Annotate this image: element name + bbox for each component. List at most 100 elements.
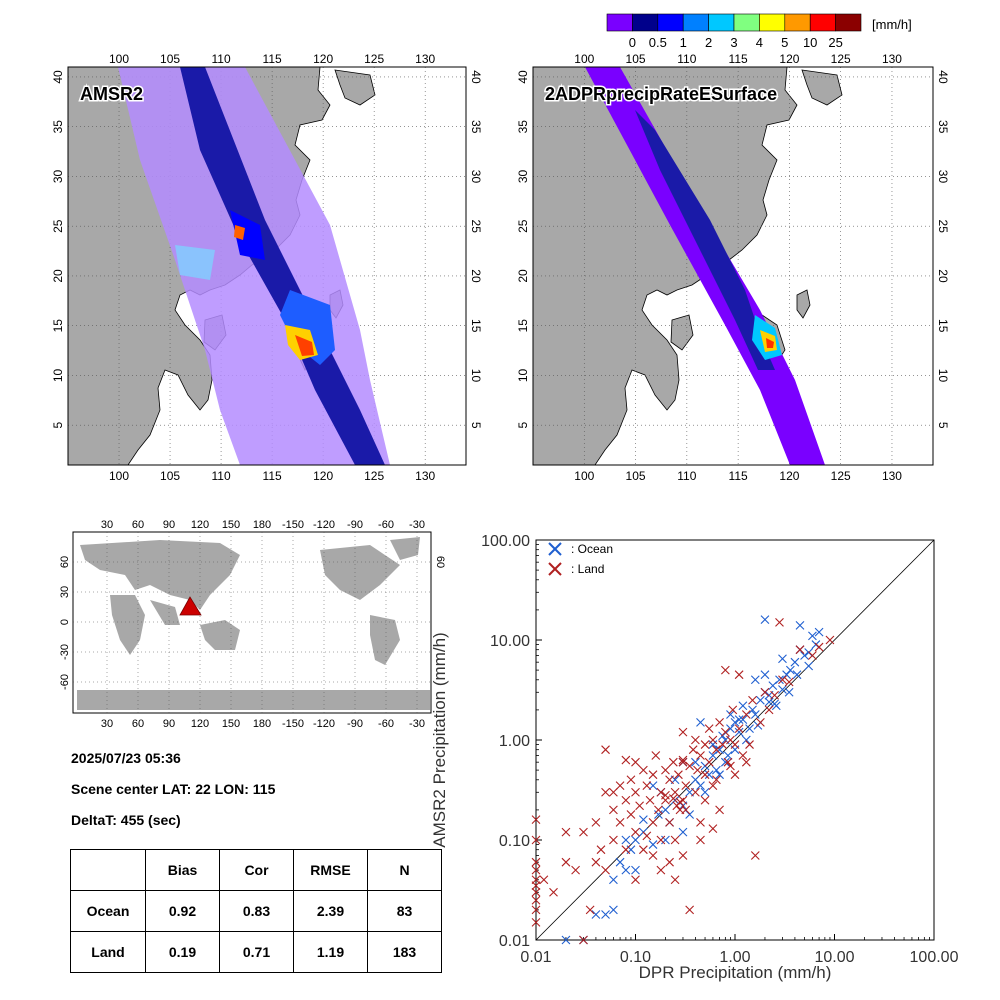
point-stroke	[668, 757, 678, 767]
land-point	[638, 845, 648, 855]
colorbar-tick-label: 1	[680, 35, 687, 50]
ocean-point	[661, 805, 670, 815]
stats-header-row: Bias Cor RMSE N	[70, 849, 442, 891]
point-stroke	[609, 835, 618, 845]
point-stroke	[741, 757, 751, 767]
point-stroke	[792, 670, 802, 680]
ocean-point	[631, 835, 640, 845]
point-stroke	[700, 740, 710, 749]
land-point	[734, 724, 744, 733]
ocean-point	[800, 651, 809, 660]
lon-tick-label: 115	[263, 52, 282, 66]
point-stroke	[621, 795, 631, 805]
point-stroke	[531, 895, 541, 905]
legend-marker-stroke	[548, 562, 562, 576]
legend-marker-stroke	[548, 542, 562, 556]
land-point	[704, 724, 714, 733]
land-point	[696, 751, 705, 760]
ocean-point	[790, 657, 800, 667]
ocean-point	[648, 781, 658, 790]
x-tick-label: 100.00	[910, 949, 959, 966]
point-stroke	[638, 815, 648, 824]
stats-header-cell: Cor	[219, 849, 294, 891]
point-stroke	[715, 770, 724, 780]
point-stroke	[726, 761, 735, 771]
point-stroke	[704, 757, 714, 767]
land-point	[549, 887, 558, 897]
point-stroke	[648, 851, 658, 860]
world-lat-ticks-left: 60 30 0 -30 -60	[59, 556, 71, 690]
ocean-point	[782, 670, 791, 680]
scene-center: Scene center LAT: 22 LON: 115	[71, 781, 276, 797]
ocean-point	[691, 757, 700, 767]
legend: : Ocean: Land	[548, 542, 613, 576]
ocean-point	[814, 627, 824, 637]
point-stroke	[648, 770, 658, 780]
lon-tick-label: 110	[212, 52, 231, 66]
land-point	[748, 695, 757, 705]
stats-cell: 0.92	[145, 890, 220, 932]
land-point	[704, 757, 714, 767]
lat-tick-label: 40	[936, 70, 950, 84]
stats-header-cell	[70, 849, 146, 891]
point-stroke	[748, 695, 757, 705]
lat-tick-label: 25	[516, 219, 530, 233]
point-stroke	[615, 781, 625, 790]
land-point	[745, 740, 754, 749]
land-point	[631, 787, 640, 797]
world-lat-ticks-right: 60	[434, 556, 446, 568]
land-point	[661, 765, 670, 775]
land-point	[665, 857, 674, 867]
land-point	[711, 775, 721, 785]
land-point	[656, 787, 666, 797]
land-point	[708, 824, 718, 833]
land-point	[571, 865, 580, 875]
point-stroke	[561, 827, 571, 837]
world-lon-tick-label: -30	[409, 718, 425, 730]
lat-tick-label: 10	[516, 368, 530, 382]
point-stroke	[760, 670, 770, 680]
point-stroke	[738, 701, 748, 711]
point-stroke	[696, 818, 705, 827]
point-stroke	[775, 675, 784, 685]
point-stroke	[741, 710, 751, 719]
point-stroke	[738, 715, 748, 724]
lat-tick-label: 40	[516, 70, 530, 84]
point-stroke	[764, 705, 774, 715]
land-point	[670, 787, 680, 797]
lat-tick-label: 15	[469, 319, 483, 333]
point-stroke	[718, 740, 727, 749]
lat-tick-label: 40	[469, 70, 483, 84]
land-point	[579, 827, 588, 837]
world-lon-tick-label: 180	[253, 718, 271, 730]
lon-tick-label: 100	[574, 52, 594, 66]
land-point	[631, 757, 640, 767]
point-stroke	[531, 905, 541, 915]
lat-tick-label: 35	[469, 120, 483, 134]
lat-tick-label: 10	[469, 369, 483, 383]
y-tick-label: 1.00	[499, 733, 530, 750]
land-point	[760, 687, 770, 697]
land-point	[668, 794, 678, 803]
ocean-point	[748, 705, 757, 715]
stats-header-cell: N	[367, 849, 442, 891]
stats-cell: 0.71	[219, 931, 294, 973]
lon-tick-label: 125	[364, 52, 384, 66]
colorbar-tick-label: 25	[828, 35, 842, 50]
point-stroke	[670, 835, 680, 845]
ocean-point	[696, 781, 705, 790]
point-stroke	[621, 845, 631, 855]
point-stroke	[531, 887, 541, 897]
point-stroke	[704, 724, 714, 733]
lat-ticks-left: 5 10 15 20 25 30 35 40	[516, 70, 530, 429]
lat-tick-label: 30	[51, 169, 65, 183]
point-stroke	[621, 755, 631, 765]
lon-tick-label: 120	[313, 52, 333, 66]
point-stroke	[708, 751, 718, 760]
scene-location-marker	[179, 596, 202, 616]
point-stroke	[661, 765, 670, 775]
lat-tick-label: 20	[516, 269, 530, 283]
ocean-point	[720, 757, 730, 767]
land-point	[734, 670, 744, 680]
point-stroke	[693, 765, 702, 775]
